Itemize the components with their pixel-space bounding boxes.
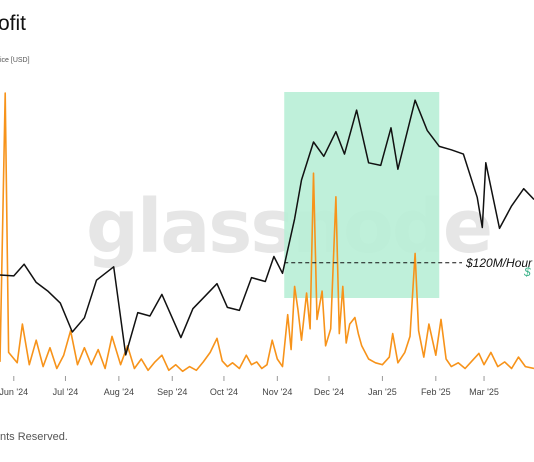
x-tick-label: Dec '24 xyxy=(314,387,344,397)
x-tick-label: Feb '25 xyxy=(421,387,451,397)
highlight-region xyxy=(284,92,440,298)
partial-annotation: $ xyxy=(523,265,531,279)
x-tick-label: Oct '24 xyxy=(210,387,238,397)
price-series xyxy=(0,99,534,356)
price-line xyxy=(0,99,534,356)
profit-line xyxy=(0,92,534,373)
legend-price-label: ice [USD] xyxy=(0,57,30,64)
chart-title: ofit xyxy=(0,12,27,35)
x-tick-label: Sep '24 xyxy=(157,387,187,397)
x-tick-label: Jul '24 xyxy=(53,387,79,397)
x-tick-label: Aug '24 xyxy=(104,387,134,397)
x-tick-label: Mar '25 xyxy=(469,387,499,397)
x-tick-label: Jun '24 xyxy=(0,387,28,397)
profit-series xyxy=(0,92,534,373)
x-axis: Jun '24 Jul '24 Aug '24 Sep '24 Oct '24 Nov '… xyxy=(0,376,499,397)
x-tick-label: Nov '24 xyxy=(262,387,292,397)
threshold-label: $120M/Hour xyxy=(465,256,533,270)
footer-copyright: nts Reserved. xyxy=(0,431,68,443)
x-tick-label: Jan '25 xyxy=(368,387,397,397)
